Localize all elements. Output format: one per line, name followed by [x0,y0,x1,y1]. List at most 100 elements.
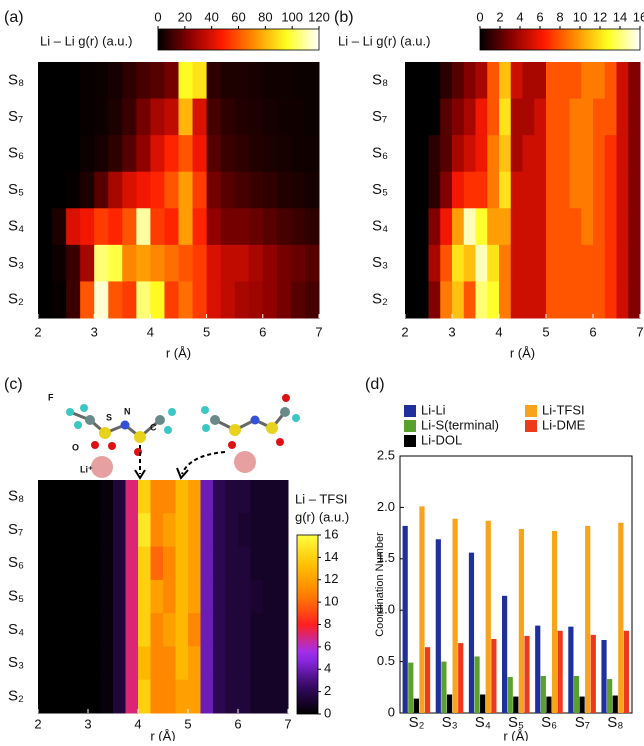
heat-cell [125,613,139,647]
legend-swatch [404,405,416,417]
x-tick-label: 6 [589,324,596,339]
arrow-head [176,467,189,480]
colorbar-tick-label: 20 [178,9,192,24]
heat-cell [250,613,264,647]
heat-cell [150,546,164,581]
heat-cell [138,613,151,647]
heat-cell [475,244,488,282]
heat-cell [534,281,547,319]
heat-cell [440,244,453,282]
heat-cell [569,135,582,173]
heat-cell [63,546,76,581]
legend-swatch [404,435,416,447]
heat-cell [225,579,239,614]
heat-cell [108,62,123,100]
heat-cell [263,546,276,581]
heat-cell [262,171,278,209]
heat-cell [94,281,109,319]
colorbar-tick-label: 100 [281,9,303,24]
heat-cell [138,679,151,714]
heat-cell [163,613,176,647]
y-tick-label: 0.5 [377,653,395,668]
x-tick-label: S₃ [442,714,458,731]
heat-cell [80,281,95,319]
heat-cell [75,613,89,647]
heat-cell [234,135,250,173]
heat-cell [175,646,189,681]
heat-cell [604,98,617,136]
heat-cell [122,171,137,209]
heat-cell [38,646,51,681]
heat-cell [164,281,179,319]
heat-cell [262,281,278,319]
heat-cell [88,646,101,681]
legend-label: Li-S(terminal) [421,417,499,432]
heat-cell [487,281,500,319]
bar [507,677,513,713]
heat-cell [150,281,165,319]
x-tick-label: 7 [636,324,643,339]
heat-cell [428,171,441,209]
heat-cell [290,135,306,173]
y-tick-label: 2.0 [377,499,395,514]
heat-cell [534,208,547,246]
heat-cell [263,579,276,614]
heat-cell [475,98,488,136]
heat-cell [463,98,476,136]
heat-cell [206,171,222,209]
x-tick-label: 3 [84,716,91,731]
heat-cell [440,135,453,173]
heat-cell [569,98,582,136]
heat-cell [569,281,582,319]
heat-cell [80,135,95,173]
heat-cell [546,244,559,282]
bar [446,694,453,713]
x-tick-label: 2 [34,324,41,339]
heat-cell [581,244,594,282]
heat-cell [557,208,570,246]
panel-label: (b) [334,9,354,26]
heat-cell [178,171,194,209]
heat-cell [416,244,429,282]
atom-label: S [106,412,112,422]
bar [546,696,552,713]
y-tick-label: 2.5 [377,447,395,462]
heat-cell [534,98,547,136]
heat-cell [38,135,53,173]
colorbar-label: Li – TFSI [295,491,348,506]
heat-cell [50,646,64,681]
heat-cell [138,480,151,514]
heat-cell [475,208,488,246]
heat-cell [276,244,292,282]
heat-cell [122,135,137,173]
bar [623,630,630,713]
heat-cell [66,171,81,209]
heat-cell [163,679,176,714]
heat-cell [569,208,582,246]
heat-cell [557,135,570,173]
heat-cell [304,281,320,319]
row-label: S₆ [8,144,24,161]
heat-cell [275,513,289,548]
heat-cell [248,244,264,282]
heat-cell [178,98,194,136]
heat-cell [213,480,226,514]
heat-cell [225,513,239,548]
bar [540,675,546,713]
x-tick-label: S₇ [575,714,590,731]
heat-cell [569,171,582,209]
heat-cell [234,208,250,246]
heat-cell [200,546,214,581]
heat-cell [250,513,264,548]
heat-cell [463,62,476,100]
heat-cell [206,208,222,246]
heat-cell [250,679,264,714]
heat-cell [238,579,251,614]
heat-cell [452,135,465,173]
heat-cell [94,62,109,100]
heat-cell [138,646,151,681]
x-axis-title: r (Å) [150,728,175,741]
heat-cell [108,171,123,209]
colorbar [479,28,641,51]
heat-cell [250,579,264,614]
